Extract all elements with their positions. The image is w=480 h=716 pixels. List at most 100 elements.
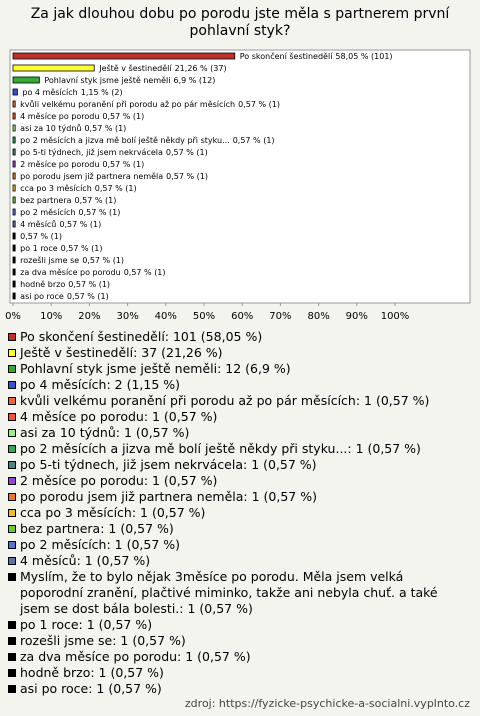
value-label: 0,57 % (1) <box>59 220 101 229</box>
legend-item: Ještě v šestinedělí: 37 (21,26 %) <box>8 345 470 361</box>
legend-swatch <box>8 461 16 469</box>
legend-label: cca po 3 měsících: 1 (0,57 %) <box>20 505 206 520</box>
bar-label: Pohlavní styk jsme ještě neměli 6,9 % (12… <box>44 75 215 85</box>
bar <box>12 208 16 216</box>
value-label: 21,26 % (37) <box>175 64 227 73</box>
bar-label: za dva měsíce po porodu 0,57 % (1) <box>20 268 165 277</box>
bar-name: kvůli velkému poranění při porodu až po … <box>20 99 235 109</box>
legend-swatch <box>8 573 16 581</box>
chart-title: Za jak dlouhou dobu po porodu jste měla … <box>31 6 451 39</box>
legend-label: po 4 měsících: 2 (1,15 %) <box>20 377 181 392</box>
bar-label: po porodu jsem již partnera neměla 0,57 %… <box>20 172 208 181</box>
legend-swatch <box>8 685 16 693</box>
chart: Za jak dlouhou dobu po porodu jste měla … <box>5 6 471 322</box>
bar-name: po 2 měsících a jizva mě bolí ještě někd… <box>20 135 230 145</box>
legend-item: po porodu jsem již partnera neměla: 1 (0… <box>8 489 470 505</box>
legend-label: po 5-ti týdnech, již jsem nekrvácela: 1 … <box>20 457 317 472</box>
bar-name: 4 měsíců <box>20 219 56 229</box>
bar-label: 0,57 % (1) <box>20 232 62 241</box>
legend-item: po 5-ti týdnech, již jsem nekrvácela: 1 … <box>8 457 470 473</box>
bar-label: po 4 měsících 1,15 % (2) <box>22 88 122 97</box>
legend-label: hodně brzo: 1 (0,57 %) <box>20 665 164 680</box>
legend-label: bez partnera: 1 (0,57 %) <box>20 521 174 536</box>
legend-swatch <box>8 509 16 517</box>
bar-name: 2 měsíce po porodu <box>20 160 99 169</box>
title-line: Za jak dlouhou dobu po porodu jste měla … <box>31 6 451 22</box>
value-label: 0,57 % (1) <box>84 124 126 133</box>
value-label: 0,57 % (1) <box>20 232 62 241</box>
bar-name: Pohlavní styk jsme ještě neměli <box>44 75 170 85</box>
legend-item: cca po 3 měsících: 1 (0,57 %) <box>8 505 470 521</box>
bar <box>12 76 40 84</box>
legend-item: kvůli velkému poranění při porodu až po … <box>8 393 470 409</box>
bar-label: kvůli velkému poranění při porodu až po … <box>20 99 280 109</box>
legend-swatch <box>8 541 16 549</box>
bar <box>12 292 16 300</box>
bar-name: 4 měsíce po porodu <box>20 112 99 121</box>
legend-swatch <box>8 413 16 421</box>
legend-swatch <box>8 669 16 677</box>
value-label: 0,57 % (1) <box>238 100 280 109</box>
bar-label: 4 měsíců 0,57 % (1) <box>20 219 101 229</box>
legend-label: po 2 měsících: 1 (0,57 %) <box>20 537 181 552</box>
legend-item: po 1 roce: 1 (0,57 %) <box>8 617 470 633</box>
value-label: 0,57 % (1) <box>95 184 137 193</box>
bar <box>12 256 16 264</box>
bar-name: po 5-ti týdnech, již jsem nekrvácela <box>20 148 163 157</box>
value-label: 58,05 % (101) <box>335 52 392 61</box>
bar-label: po 5-ti týdnech, již jsem nekrvácela 0,57… <box>20 148 208 157</box>
bar-name: po porodu jsem již partnera neměla <box>20 172 163 181</box>
value-label: 0,57 % (1) <box>67 292 109 301</box>
value-label: 0,57 % (1) <box>166 148 208 157</box>
bar-name: asi po roce <box>20 292 64 301</box>
legend-item: 2 měsíce po porodu: 1 (0,57 %) <box>8 473 470 489</box>
bar-label: po 1 roce 0,57 % (1) <box>20 244 102 253</box>
legend-label: asi po roce: 1 (0,57 %) <box>20 681 162 696</box>
title-line: pohlavní styk? <box>190 23 291 39</box>
value-label: 0,57 % (1) <box>68 280 110 289</box>
legend-label: za dva měsíce po porodu: 1 (0,57 %) <box>20 649 251 664</box>
legend-item: po 2 měsících a jizva mě bolí ještě někd… <box>8 441 470 457</box>
legend-item: asi za 10 týdnů: 1 (0,57 %) <box>8 425 470 441</box>
bar <box>12 64 95 72</box>
bar <box>12 112 16 120</box>
bar <box>12 88 18 96</box>
legend-swatch <box>8 397 16 405</box>
bar <box>12 124 16 132</box>
x-tick-label: 20% <box>78 311 100 322</box>
legend-item: hodně brzo: 1 (0,57 %) <box>8 665 470 681</box>
legend-label: po 1 roce: 1 (0,57 %) <box>20 617 153 632</box>
bar-name: asi za 10 týdnů <box>20 123 81 133</box>
bar-label: rozešli jsme se 0,57 % (1) <box>20 255 124 265</box>
legend-item: Myslím, že to bylo nějak 3měsíce po poro… <box>8 569 470 617</box>
legend-item: Pohlavní styk jsme ještě neměli: 12 (6,9… <box>8 361 470 377</box>
legend-item: po 4 měsících: 2 (1,15 %) <box>8 377 470 393</box>
bar-label: asi za 10 týdnů 0,57 % (1) <box>20 123 126 133</box>
x-tick-label: 80% <box>307 311 329 322</box>
plot-area <box>9 49 471 304</box>
bar <box>12 100 16 108</box>
bar <box>12 160 16 168</box>
legend-swatch <box>8 557 16 565</box>
bar-label: po 2 měsících a jizva mě bolí ještě někd… <box>20 135 274 145</box>
legend-item: 4 měsíců: 1 (0,57 %) <box>8 553 470 569</box>
bar-label: Ještě v šestinedělí 21,26 % (37) <box>98 63 226 73</box>
legend-swatch <box>8 445 16 453</box>
x-tick-label: 10% <box>40 311 62 322</box>
legend-item: Po skončení šestinedělí: 101 (58,05 %) <box>8 329 470 345</box>
value-label: 0,57 % (1) <box>61 244 103 253</box>
x-tick-label: 0% <box>5 311 21 322</box>
legend-swatch <box>8 653 16 661</box>
bar-name: Po skončení šestinedělí <box>240 51 333 61</box>
bar <box>12 172 16 180</box>
bar-label: 4 měsíce po porodu 0,57 % (1) <box>20 112 144 121</box>
legend-label: po porodu jsem již partnera neměla: 1 (0… <box>20 489 317 504</box>
value-label: 0,57 % (1) <box>102 160 144 169</box>
x-tick-label: 50% <box>193 311 215 322</box>
bar <box>12 220 16 228</box>
bar <box>12 280 16 288</box>
bar-name: po 4 měsících <box>22 88 77 97</box>
legend-item: po 2 měsících: 1 (0,57 %) <box>8 537 470 553</box>
x-tick-label: 40% <box>155 311 177 322</box>
